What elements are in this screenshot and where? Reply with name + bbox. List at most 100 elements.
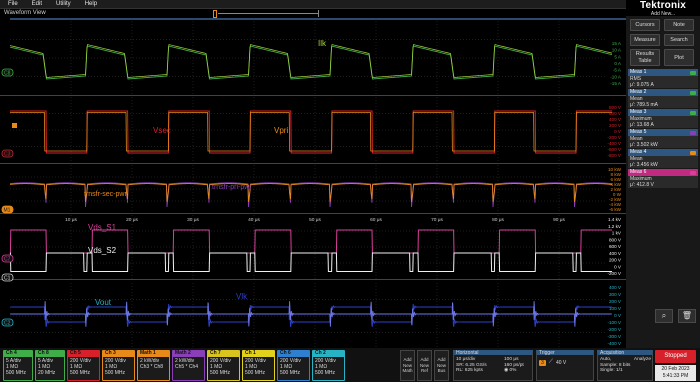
- vlk-label: Vlk: [236, 292, 248, 301]
- ilk-pane: Ilk C8 15 A 10 A5 A 0 A -5 A-10 A -15 A: [1, 39, 622, 86]
- measurement-5[interactable]: Meas 4 Mean μ': 3.456 kW: [628, 149, 698, 168]
- c3-marker[interactable]: C3: [1, 149, 14, 158]
- rising-edge-icon: ⟋: [548, 359, 553, 365]
- channel-bandwidth: 500 MHz: [105, 370, 126, 376]
- zoom-tool-button[interactable]: ⌕: [655, 309, 673, 323]
- menu-utility[interactable]: Utility: [56, 1, 71, 7]
- acquisition-mode: Auto,: [600, 357, 612, 362]
- add-new-ref-button[interactable]: Add New Ref: [417, 350, 432, 381]
- scale-label: 5 A: [614, 54, 622, 59]
- trigger-source-badge: 3: [539, 359, 546, 366]
- time-label: 50 μs: [309, 217, 321, 223]
- vds-s2-label: Vds_S2: [88, 246, 117, 255]
- channel-badge-title: Math 2: [173, 350, 204, 357]
- brand-area[interactable]: Tektronix Add New...: [626, 0, 700, 17]
- menu-file[interactable]: File: [8, 1, 18, 7]
- cursors-button[interactable]: Cursors: [630, 19, 660, 31]
- scale-label: -300 V: [607, 334, 621, 339]
- channel-bandwidth: 20 MHz: [38, 370, 56, 376]
- scale-label: -600 V: [607, 147, 621, 152]
- results-table-button[interactable]: Results Table: [630, 49, 660, 66]
- time-text: 5:41:33 PM: [662, 373, 689, 379]
- channel-badge-ch-1[interactable]: Ch 1 200 V/div 1 MΩ 500 MHz: [242, 350, 275, 381]
- horizontal-title: Horizontal: [456, 350, 479, 356]
- type-label: Math: [402, 368, 413, 373]
- vsec-waveform: [10, 110, 612, 154]
- c7-marker[interactable]: C7: [1, 254, 14, 263]
- channel-setting: Ch3 * Ch8: [140, 364, 164, 370]
- acquisition-panel[interactable]: Acquisition Auto, Analyze Sample: 8 bits…: [597, 350, 653, 381]
- run-stop-status[interactable]: Stopped: [655, 350, 696, 363]
- m1-marker[interactable]: M1: [1, 205, 14, 214]
- measurement-type: Maximum: [630, 176, 652, 182]
- channel-setting: 1 MΩ: [105, 364, 118, 370]
- time-label: 60 μs: [370, 217, 382, 223]
- measurement-type: Mean: [630, 156, 643, 162]
- horizontal-sample-rate: SR: 6.25 GS/s: [456, 362, 487, 368]
- horizontal-panel[interactable]: Horizontal 10 μs/div SR: 6.25 GS/s RL: 6…: [453, 350, 533, 381]
- horizontal-record-length: RL: 625 kpts: [456, 368, 483, 373]
- results-table-label-1: Results: [635, 51, 655, 57]
- measure-button[interactable]: Measure: [630, 34, 660, 46]
- channel-badge-title: Ch 1: [243, 350, 274, 357]
- ilk-waveform-ch4: [9, 45, 613, 80]
- acquisition-single: Single: 1/1: [600, 368, 623, 373]
- vout-waveform: [9, 303, 612, 328]
- search-button[interactable]: Search: [664, 34, 694, 46]
- trigger-panel[interactable]: Trigger 3 ⟋ 40 V: [536, 350, 594, 381]
- trigger-level-marker[interactable]: [12, 123, 17, 128]
- add-new-math-button[interactable]: Add New Math: [400, 350, 415, 381]
- menu-edit[interactable]: Edit: [31, 1, 43, 7]
- trigger-position-marker[interactable]: [213, 10, 217, 18]
- type-label: Ref: [420, 368, 428, 373]
- delete-button[interactable]: 🗑: [678, 309, 696, 323]
- measurement-1[interactable]: Meas 1 RMS μ': 9.075 A: [628, 69, 698, 88]
- m1-marker-label: M1: [4, 208, 11, 214]
- measurement-body: Maximum μ': 412.8 V: [628, 176, 698, 188]
- add-new-label: Add New...: [650, 11, 676, 17]
- channel-badge-ch-2[interactable]: Ch 2 200 V/div 1 MΩ 500 MHz: [312, 350, 345, 381]
- scale-label: -6 kW: [609, 207, 622, 212]
- channel-badge-ch-3[interactable]: Ch 3 200 V/div 1 MΩ 500 MHz: [102, 350, 135, 381]
- c3-marker-label: C3: [4, 152, 11, 158]
- channel-badge-title: Math 1: [138, 350, 169, 357]
- scope-display[interactable]: Ilk C8 15 A 10 A5 A 0 A -5 A-10 A -15 A Vsec…: [0, 21, 626, 349]
- time-label: 10 μs: [65, 217, 77, 223]
- vpri-waveform: [10, 112, 612, 152]
- measurement-3[interactable]: Meas 3 Maximum μ': 13.68 A: [628, 109, 698, 128]
- channel-badge-ch-6[interactable]: Ch 6 200 V/div 1 MΩ 500 MHz: [277, 350, 310, 381]
- date-time-display[interactable]: 20 Feb 2023 5:41:33 PM: [655, 365, 696, 381]
- ilk-waveform-ch8: [9, 44, 613, 78]
- scale-label: 10 A: [612, 48, 622, 53]
- pri-pwr-waveform: [9, 182, 613, 208]
- plot-button[interactable]: Plot: [664, 49, 694, 66]
- channel-badge-ch-7[interactable]: Ch 7 200 V/div 1 MΩ 500 MHz: [207, 350, 240, 381]
- measurement-source-badge: [690, 90, 696, 95]
- scale-label: -200 V: [607, 327, 621, 332]
- scale-label: -200 V: [607, 271, 621, 276]
- measurement-4[interactable]: Meas 5 Mean μ': 3.502 kW: [628, 129, 698, 148]
- add-new-bus-button[interactable]: Add New Bus: [434, 350, 449, 381]
- measurement-type: Maximum: [630, 116, 652, 122]
- sec-pwr-label: trnsfr-sec-pwr: [84, 191, 127, 198]
- horizontal-scale: 10 μs/div: [456, 357, 476, 362]
- trigger-level: 40 V: [555, 359, 567, 366]
- c8-marker[interactable]: C8: [1, 68, 14, 77]
- c2-marker[interactable]: C2: [1, 318, 14, 327]
- c1-marker[interactable]: C1: [1, 273, 14, 282]
- measurement-2[interactable]: Meas 2 Mean μ': 789.5 mA: [628, 89, 698, 108]
- tektronix-logo: Tektronix: [639, 0, 687, 11]
- record-view-bar[interactable]: [218, 13, 318, 14]
- channel-badge-ch-5[interactable]: Ch 5 200 V/div 1 MΩ 500 MHz: [67, 350, 100, 381]
- menu-help[interactable]: Help: [84, 1, 98, 7]
- acquisition-analyze: Analyze: [633, 357, 651, 362]
- note-button[interactable]: Note: [664, 19, 694, 31]
- channel-setting: 1 MΩ: [245, 364, 258, 370]
- measurement-6[interactable]: Meas 6 Maximum μ': 412.8 V: [628, 169, 698, 188]
